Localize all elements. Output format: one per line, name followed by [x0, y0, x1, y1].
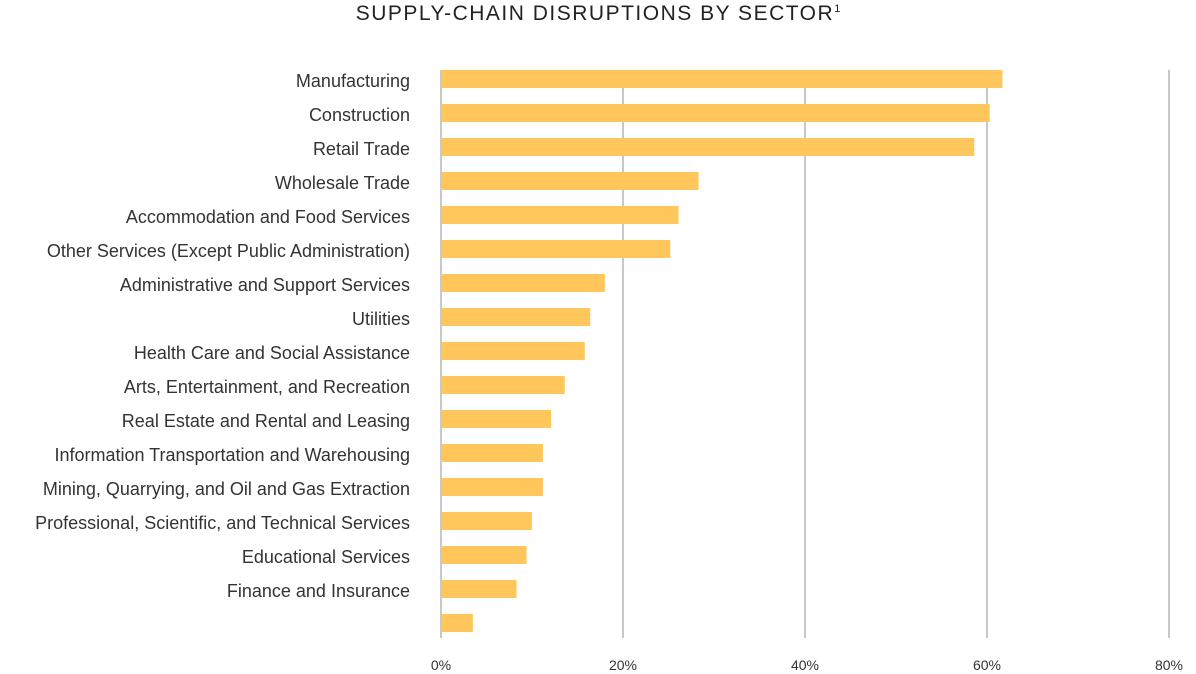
- bars: [441, 70, 1003, 632]
- bar: [441, 444, 543, 462]
- bar: [441, 376, 565, 394]
- category-label: Arts, Entertainment, and Recreation: [124, 377, 410, 397]
- category-label: Accommodation and Food Services: [126, 207, 410, 227]
- bar: [441, 240, 671, 258]
- bar: [441, 206, 679, 224]
- category-label: Other Services (Except Public Administra…: [47, 241, 410, 261]
- x-tick-label: 60%: [973, 657, 1001, 673]
- category-label: Professional, Scientific, and Technical …: [35, 513, 410, 533]
- category-label: Health Care and Social Assistance: [134, 343, 410, 363]
- category-label: Construction: [309, 105, 410, 125]
- bar: [441, 274, 605, 292]
- bar: [441, 138, 975, 156]
- category-labels: Manufacturing Construction Retail Trade Who…: [35, 71, 410, 601]
- bar: [441, 172, 699, 190]
- category-label: Utilities: [352, 309, 410, 329]
- category-label: Administrative and Support Services: [120, 275, 410, 295]
- bar: [441, 342, 585, 360]
- bar: [441, 70, 1003, 88]
- category-label: Finance and Insurance: [227, 581, 410, 601]
- bar: [441, 308, 591, 326]
- bar: [441, 512, 532, 530]
- x-tick-label: 80%: [1155, 657, 1183, 673]
- x-axis-ticks: 0% 20% 40% 60% 80%: [431, 657, 1183, 673]
- x-tick-label: 40%: [791, 657, 819, 673]
- bar: [441, 410, 552, 428]
- x-tick-label: 20%: [609, 657, 637, 673]
- category-label: Information Transportation and Warehousi…: [54, 445, 410, 465]
- x-tick-label: 0%: [431, 657, 451, 673]
- bar: [441, 614, 473, 632]
- category-label: Wholesale Trade: [275, 173, 410, 193]
- bar: [441, 104, 990, 122]
- category-label: Manufacturing: [296, 71, 410, 91]
- category-label: Educational Services: [242, 547, 410, 567]
- chart-title: SUPPLY-CHAIN DISRUPTIONS BY SECTOR1: [0, 2, 1196, 26]
- category-label: Real Estate and Rental and Leasing: [122, 411, 410, 431]
- bar: [441, 546, 527, 564]
- bar: [441, 478, 543, 496]
- category-label: Retail Trade: [313, 139, 410, 159]
- chart-title-text: SUPPLY-CHAIN DISRUPTIONS BY SECTOR: [355, 2, 835, 25]
- bar: [441, 580, 517, 598]
- title-footnote-marker: 1: [834, 3, 841, 15]
- category-label: Mining, Quarrying, and Oil and Gas Extra…: [43, 479, 410, 499]
